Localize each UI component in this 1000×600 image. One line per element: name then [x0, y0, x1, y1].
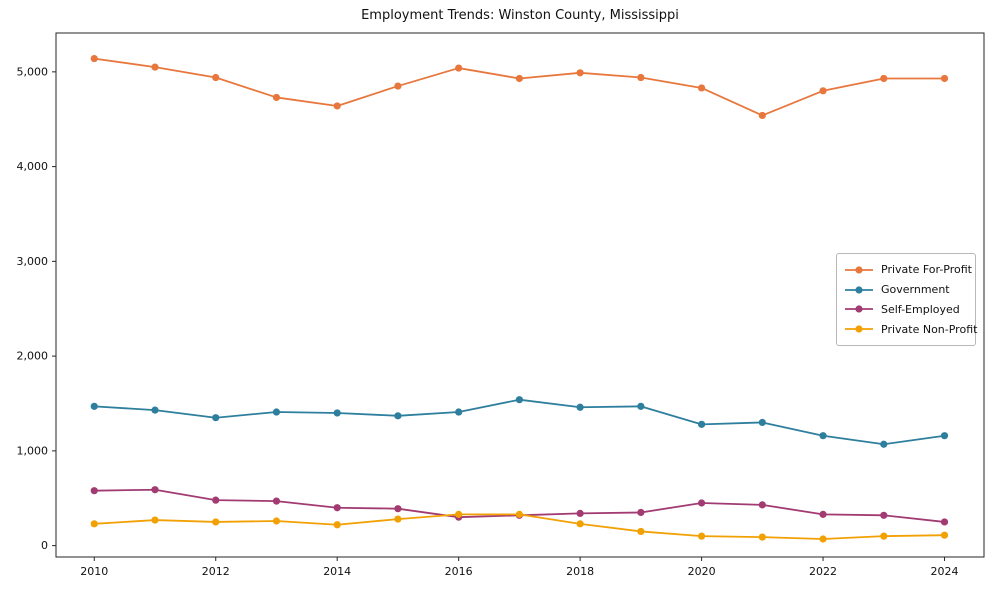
- legend-item: Government: [844, 280, 967, 300]
- x-tick-label: 2012: [202, 565, 230, 578]
- data-point: [637, 402, 645, 410]
- data-point: [758, 418, 766, 427]
- data-point: [272, 497, 281, 505]
- y-tick-label: 3,000: [17, 255, 49, 268]
- x-tick-label: 2014: [323, 565, 351, 578]
- data-point: [212, 73, 220, 82]
- legend-item: Private For-Profit: [844, 260, 972, 280]
- legend-marker-icon: [845, 325, 873, 333]
- y-tick-label: 5,000: [17, 65, 49, 78]
- data-point: [212, 496, 220, 504]
- data-point: [394, 412, 402, 420]
- data-point: [819, 510, 827, 518]
- data-point: [880, 74, 888, 83]
- data-point: [697, 420, 706, 428]
- x-tick-label: 2024: [931, 565, 959, 578]
- legend: Private For-Profit Government Self-Employe…: [836, 253, 977, 346]
- data-point: [455, 64, 463, 72]
- data-point: [333, 409, 341, 417]
- data-point: [819, 535, 827, 543]
- y-tick-label: 2,000: [17, 350, 49, 363]
- data-point: [880, 511, 888, 519]
- data-point: [515, 74, 523, 83]
- data-point: [90, 54, 98, 63]
- data-point: [333, 504, 341, 512]
- legend-item-label: Private Non-Profit: [881, 322, 978, 336]
- data-point: [940, 531, 949, 539]
- data-point: [272, 93, 281, 102]
- plot-border: [55, 32, 985, 558]
- series-line-private-for-profit: [94, 57, 945, 117]
- data-point: [940, 74, 949, 83]
- data-point: [758, 501, 766, 509]
- series-line-government: [94, 398, 945, 446]
- y-tick-label: 1,000: [17, 444, 49, 457]
- data-point: [637, 527, 645, 536]
- x-tick-label: 2018: [566, 565, 594, 578]
- data-point: [151, 516, 159, 524]
- data-point: [697, 532, 706, 540]
- data-point: [576, 403, 584, 411]
- data-point: [272, 517, 281, 525]
- data-point: [151, 63, 159, 71]
- legend-item-label: Government: [881, 283, 950, 297]
- chart-title: Employment Trends: Winston County, Missi…: [361, 8, 679, 23]
- data-point: [637, 73, 645, 82]
- legend-marker-icon: [845, 305, 873, 313]
- data-point: [90, 487, 98, 495]
- data-point: [394, 515, 402, 523]
- data-point: [940, 432, 949, 440]
- data-point: [90, 520, 98, 528]
- legend-item: Private Non-Profit: [844, 319, 977, 339]
- data-point: [333, 102, 341, 110]
- data-point: [819, 87, 827, 95]
- data-point: [940, 518, 949, 526]
- data-point: [819, 432, 827, 440]
- data-point: [515, 510, 523, 518]
- data-point: [880, 440, 888, 448]
- data-point: [212, 414, 220, 422]
- data-point: [151, 486, 159, 494]
- data-point: [455, 408, 463, 416]
- legend-item-label: Self-Employed: [881, 302, 960, 316]
- y-tick-label: 0: [41, 539, 48, 552]
- data-point: [697, 84, 706, 92]
- data-point: [758, 111, 766, 120]
- x-tick-label: 2016: [445, 565, 473, 578]
- y-tick-label: 4,000: [17, 160, 49, 173]
- data-point: [576, 509, 584, 518]
- legend-marker-icon: [845, 266, 873, 274]
- x-tick-label: 2010: [80, 565, 108, 578]
- x-tick-label: 2020: [688, 565, 716, 578]
- legend-item-label: Private For-Profit: [881, 263, 972, 277]
- data-point: [758, 533, 766, 541]
- data-point: [394, 82, 402, 90]
- data-point: [880, 532, 888, 540]
- data-point: [576, 520, 584, 528]
- data-point: [455, 510, 463, 518]
- x-tick-label: 2022: [809, 565, 837, 578]
- data-point: [212, 518, 220, 526]
- data-point: [151, 406, 159, 414]
- data-point: [272, 408, 281, 416]
- data-point: [394, 505, 402, 513]
- data-point: [576, 69, 584, 77]
- data-point: [515, 396, 523, 404]
- data-point: [697, 499, 706, 507]
- legend-item: Self-Employed: [844, 300, 967, 320]
- data-point: [637, 508, 645, 517]
- legend-marker-icon: [845, 286, 873, 294]
- data-point: [90, 402, 98, 410]
- data-point: [333, 521, 341, 529]
